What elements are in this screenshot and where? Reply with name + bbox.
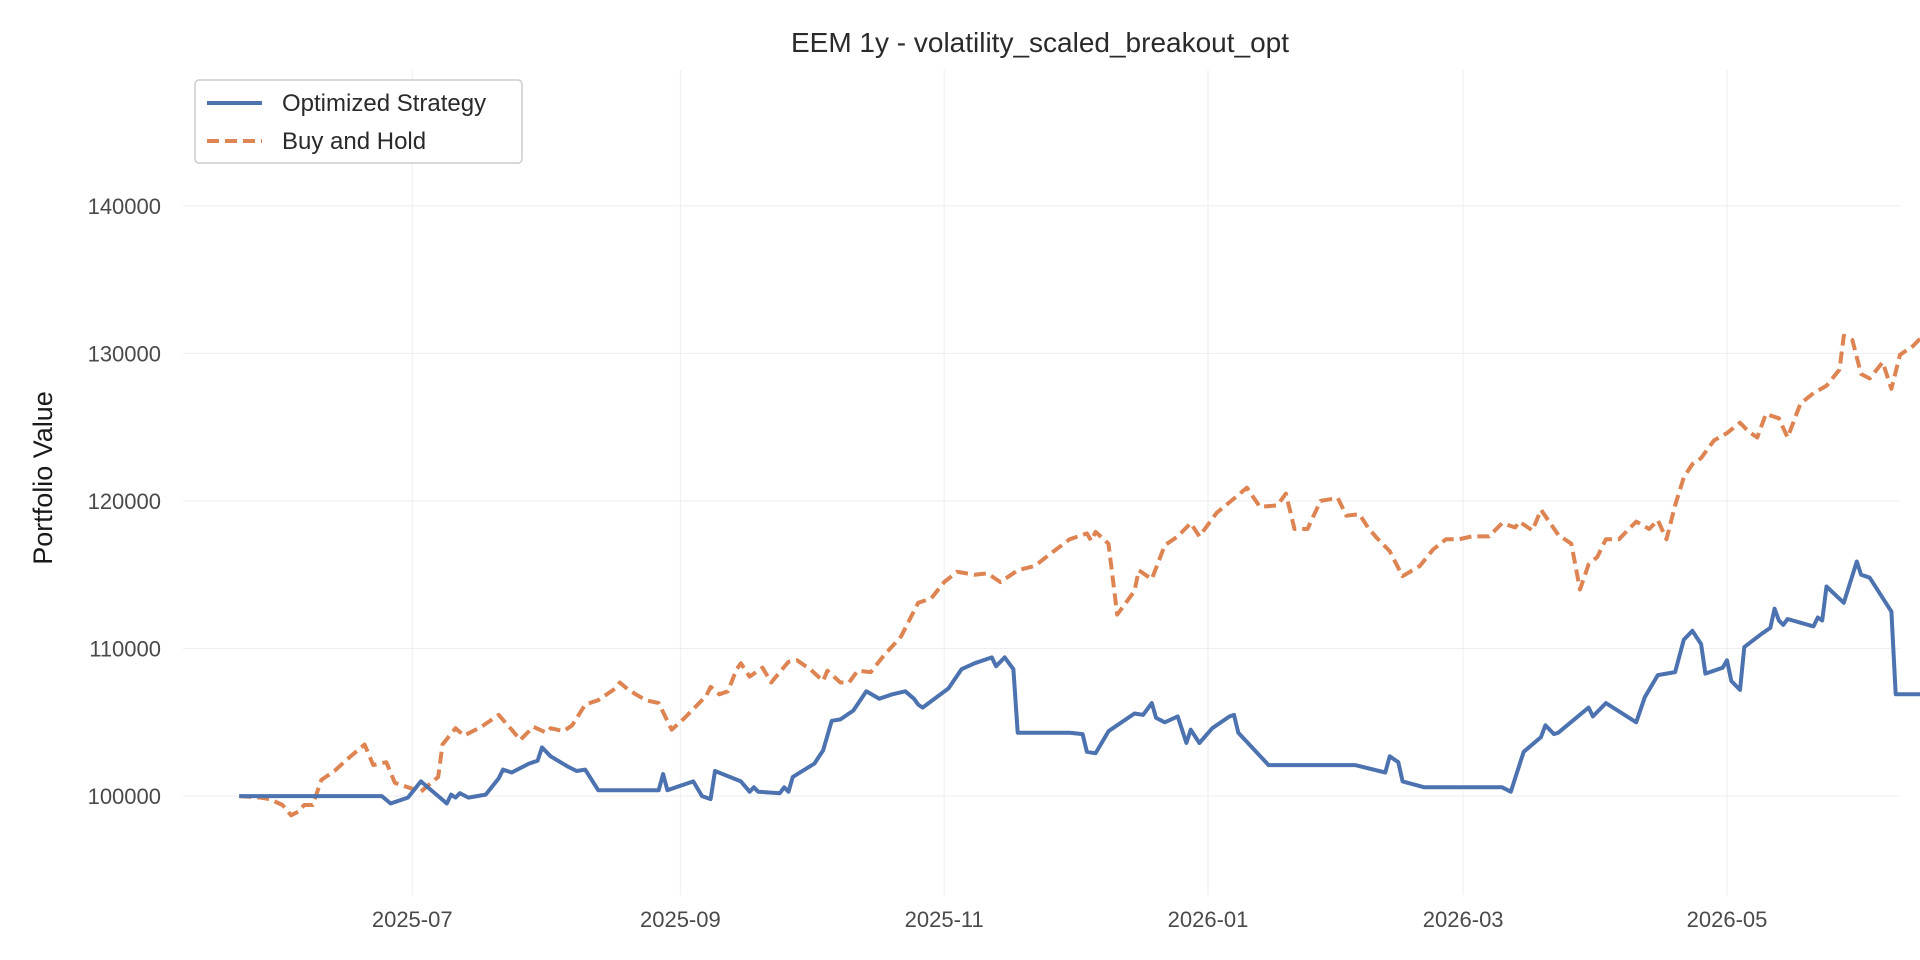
x-tick-label: 2025-07 [372,907,453,932]
y-tick-label: 100000 [88,784,161,809]
tick-labels: 2025-07 2025-09 2025-11 2026-01 2026-03 2026-… [88,194,1768,932]
y-tick-label: 130000 [88,341,161,366]
legend: Optimized Strategy Buy and Hold [194,79,523,164]
x-tick-label: 2026-01 [1168,907,1249,932]
x-tick-label: 2026-03 [1423,907,1504,932]
y-tick-label: 110000 [89,637,161,662]
series-layer [239,333,1920,818]
legend-label-buy-and-hold: Buy and Hold [282,128,426,155]
y-axis-title: Portfolio Value [28,391,58,565]
x-tick-label: 2025-11 [905,907,984,932]
x-tick-label: 2026-05 [1687,907,1768,932]
x-tick-label: 2025-09 [640,907,721,932]
legend-label-optimized-strategy: Optimized Strategy [282,90,486,117]
chart-title: EEM 1y - volatility_scaled_breakout_opt [791,27,1289,58]
legend-frame [194,79,523,164]
series-line-optimized-strategy [239,559,1920,806]
series-line-buy-and-hold [239,333,1920,818]
y-tick-label: 120000 [88,489,161,514]
y-tick-label: 140000 [88,194,161,219]
